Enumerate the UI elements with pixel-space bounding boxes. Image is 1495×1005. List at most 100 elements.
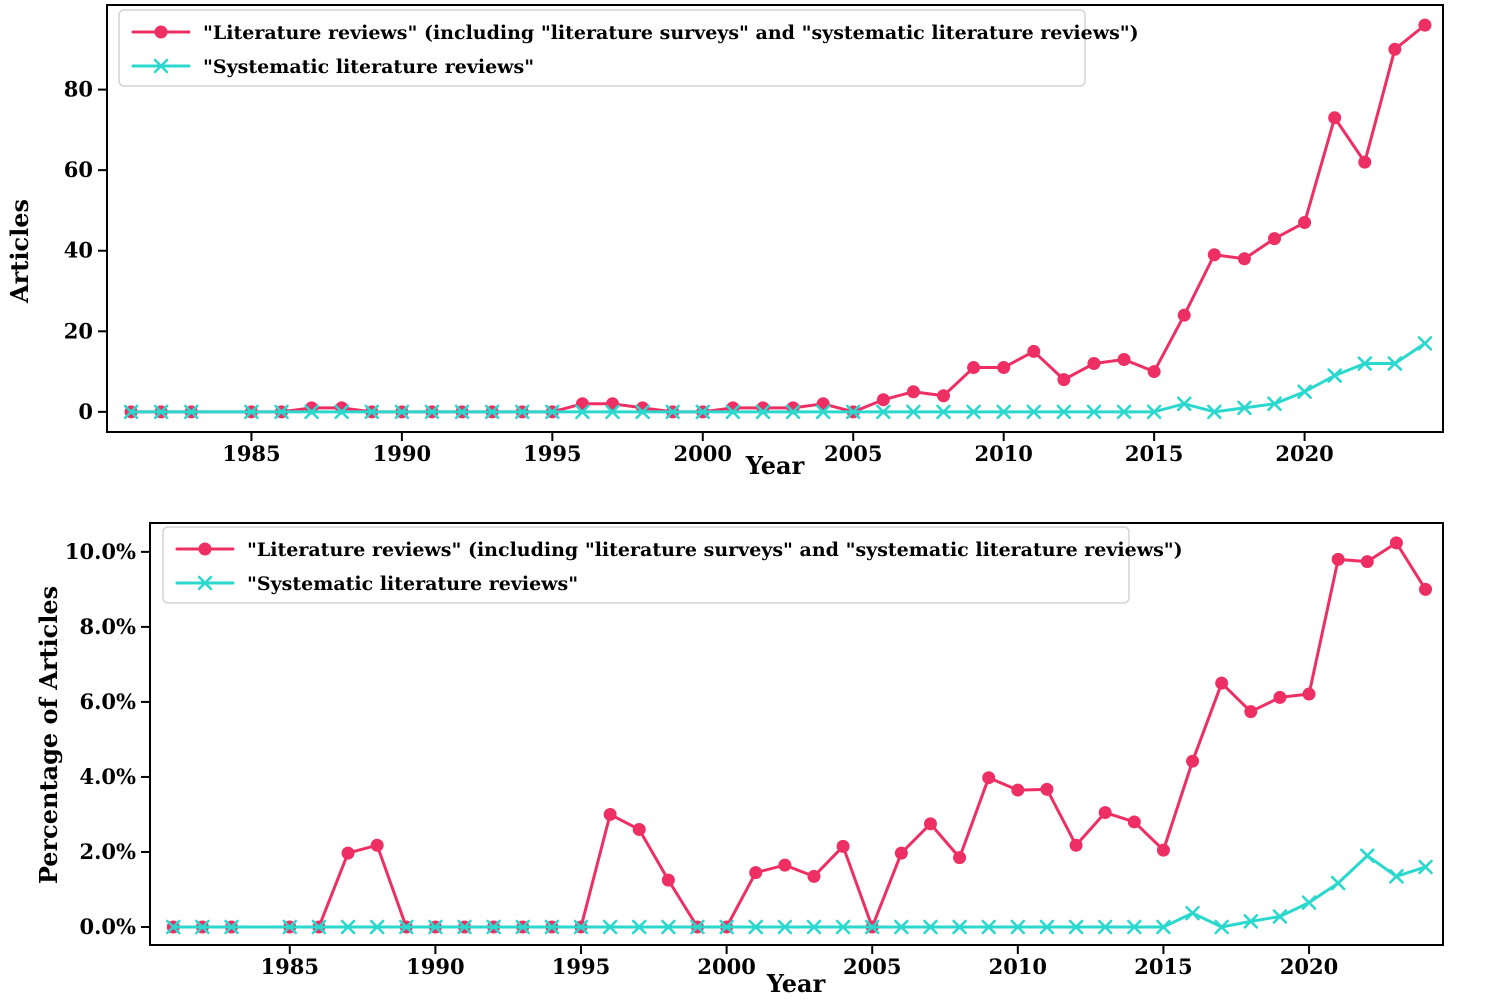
data-point-marker [966, 404, 981, 420]
data-point-marker [484, 404, 500, 420]
x-tick-label: 2020 [1280, 954, 1338, 979]
x-tick-label: 1995 [552, 954, 610, 979]
legend-marker [153, 58, 169, 74]
data-point-marker [996, 404, 1011, 420]
data-point-marker [334, 404, 350, 420]
data-point-marker [906, 385, 920, 399]
y-tick-label: 0.0% [80, 914, 137, 939]
data-point-marker [719, 919, 734, 935]
data-point-marker [835, 919, 851, 935]
data-point-marker [1215, 676, 1229, 690]
data-point-marker [274, 404, 289, 420]
data-point-marker [454, 404, 470, 420]
data-point-marker [1388, 42, 1402, 56]
percentage-chart: 1985 1990 1995 2000 2005 2010 2015 2020 0.0% 2.0%… [34, 522, 1444, 998]
legend-label: "Literature reviews" (including "literat… [203, 22, 1139, 44]
data-point-marker [394, 404, 410, 420]
data-point-marker [1417, 336, 1433, 351]
data-point-marker [311, 919, 327, 935]
data-point-marker [1011, 783, 1025, 797]
data-point-marker [1267, 396, 1282, 412]
data-point-marker [1186, 754, 1200, 768]
x-axis-label: Year [745, 451, 805, 480]
data-point-marker [1087, 357, 1101, 371]
data-point-marker [515, 919, 531, 935]
legend-marker [154, 25, 168, 39]
data-point-marker [876, 393, 890, 407]
data-point-marker [815, 404, 831, 420]
data-point-marker [937, 389, 951, 403]
data-point-marker [370, 838, 384, 852]
x-tick-label: 2015 [1125, 441, 1183, 466]
x-tick-label: 2010 [974, 441, 1032, 466]
data-point-marker [1127, 919, 1142, 935]
x-tick-label: 1985 [261, 954, 319, 979]
data-point-marker [807, 869, 821, 883]
data-point-marker [777, 919, 793, 935]
data-point-marker [1069, 838, 1083, 852]
data-point-marker [748, 919, 764, 935]
data-point-marker [398, 919, 414, 935]
data-point-marker [1177, 308, 1191, 322]
data-point-marker [635, 404, 650, 420]
legend-label: "Systematic literature reviews" [203, 56, 534, 78]
data-point-marker [1273, 690, 1287, 704]
data-point-marker [845, 404, 861, 420]
x-tick-label: 1995 [523, 441, 581, 466]
data-point-marker [1358, 155, 1372, 169]
data-point-marker [665, 404, 680, 420]
data-point-marker [1185, 905, 1200, 921]
data-point-marker [428, 919, 443, 935]
data-point-marker [544, 919, 560, 935]
y-tick-label: 80 [64, 77, 93, 102]
data-point-marker [1302, 687, 1316, 701]
data-point-marker [661, 873, 675, 887]
x-tick-label: 1990 [406, 954, 464, 979]
data-point-marker [1086, 404, 1102, 420]
data-point-marker [244, 404, 259, 420]
x-tick-label: 2000 [697, 954, 755, 979]
data-point-marker [952, 919, 967, 935]
data-point-marker [785, 404, 801, 420]
data-point-marker [695, 404, 711, 420]
data-point-marker [982, 771, 996, 785]
data-point-marker [894, 919, 909, 935]
data-point-marker [1176, 396, 1192, 412]
data-point-marker [364, 404, 380, 420]
data-point-marker [514, 404, 530, 420]
data-point-marker [369, 919, 385, 935]
data-point-marker [1027, 344, 1041, 358]
y-tick-label: 4.0% [80, 764, 137, 789]
data-point-marker [690, 919, 705, 935]
x-tick-label: 2005 [824, 441, 882, 466]
data-point-marker [725, 404, 741, 420]
y-tick-label: 40 [64, 238, 93, 263]
data-point-marker [1056, 404, 1072, 420]
data-point-marker [1147, 365, 1161, 379]
data-point-marker [1244, 705, 1258, 719]
data-point-marker [632, 822, 646, 836]
data-point-marker [602, 919, 618, 935]
data-point-marker [183, 404, 199, 420]
legend-marker [197, 575, 213, 591]
data-point-marker [1116, 404, 1132, 420]
x-tick-label: 1990 [373, 441, 431, 466]
data-point-marker [1039, 919, 1055, 935]
data-point-marker [1040, 782, 1054, 796]
data-point-marker [894, 846, 908, 860]
data-point-marker [1328, 111, 1342, 125]
data-point-marker [1297, 384, 1312, 400]
legend-label: "Literature reviews" (including "literat… [247, 539, 1183, 561]
data-point-marker [778, 858, 792, 872]
data-point-marker [1117, 352, 1131, 366]
data-point-marker [1057, 373, 1071, 387]
data-point-marker [1156, 919, 1171, 935]
data-point-marker [923, 919, 938, 935]
data-point-marker [967, 361, 981, 375]
data-point-marker [424, 404, 440, 420]
data-point-marker [1146, 404, 1162, 420]
data-point-marker [1272, 909, 1288, 924]
data-point-marker [1237, 400, 1252, 416]
legend-marker [198, 542, 212, 556]
